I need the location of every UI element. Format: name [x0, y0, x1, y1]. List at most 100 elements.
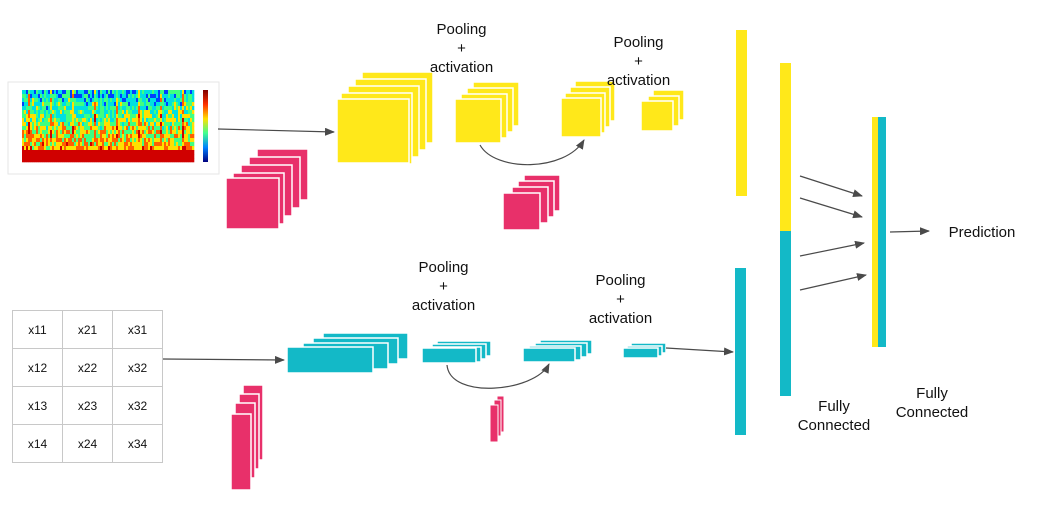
spectrogram-cell: [48, 154, 51, 159]
spectrogram-cell: [80, 102, 83, 107]
spectrogram-cell: [152, 102, 155, 107]
spectrogram-cell: [158, 98, 161, 103]
spectrogram-cell: [158, 150, 161, 155]
spectrogram-cell: [32, 158, 35, 163]
spectrogram-cell: [96, 146, 99, 151]
spectrogram-cell: [156, 158, 159, 163]
spectrogram-cell: [24, 130, 27, 135]
spectrogram-cell: [88, 98, 91, 103]
spectrogram-cell: [90, 138, 93, 143]
spectrogram-cell: [84, 150, 87, 155]
spectrogram-cell: [174, 130, 177, 135]
spectrogram-cell: [190, 126, 193, 131]
spectrogram-cell: [50, 134, 53, 139]
spectrogram-cell: [40, 138, 43, 143]
spectrogram-cell: [80, 110, 83, 115]
spectrogram-cell: [78, 90, 81, 95]
spectrogram-cell: [62, 114, 65, 119]
spectrogram-cell: [132, 126, 135, 131]
spectrogram-cell: [118, 158, 121, 163]
spectrogram-cell: [174, 134, 177, 139]
spectrogram-cell: [142, 158, 145, 163]
spectrogram-cell: [160, 154, 163, 159]
bottom-pool-stack-1: [421, 340, 492, 364]
spectrogram-cell: [104, 158, 107, 163]
spectrogram-cell: [72, 94, 75, 99]
spectrogram-cell: [118, 118, 121, 123]
spectrogram-cell: [78, 142, 81, 147]
spectrogram-cell: [100, 110, 103, 115]
spectrogram-cell: [76, 94, 79, 99]
spectrogram-cell: [128, 138, 131, 143]
spectrogram-cell: [60, 142, 63, 147]
spectrogram-cell: [76, 110, 79, 115]
spectrogram-cell: [96, 158, 99, 163]
spectrogram-cell: [156, 90, 159, 95]
spectrogram-cell: [162, 130, 165, 135]
spectrogram-cell: [132, 122, 135, 127]
spectrogram-cell: [80, 90, 83, 95]
matrix-cell: x13: [12, 386, 63, 425]
spectrogram-cell: [178, 90, 181, 95]
spectrogram-cell: [132, 118, 135, 123]
arrow-fc-4: [799, 273, 867, 291]
spectrogram-cell: [134, 142, 137, 147]
spectrogram-cell: [120, 110, 123, 115]
spectrogram-cell: [98, 126, 101, 131]
spectrogram-cell: [180, 130, 183, 135]
spectrogram-cell: [60, 98, 63, 103]
spectrogram-cell: [146, 126, 149, 131]
spectrogram-cell: [174, 110, 177, 115]
spectrogram-cell: [50, 130, 53, 135]
spectrogram-cell: [94, 90, 97, 95]
spectrogram-cell: [118, 130, 121, 135]
spectrogram-cell: [22, 118, 25, 123]
spectrogram-cell: [92, 142, 95, 147]
spectrogram-cell: [190, 134, 193, 139]
spectrogram-cell: [158, 114, 161, 119]
spectrogram-cell: [104, 138, 107, 143]
spectrogram-cell: [84, 146, 87, 151]
spectrogram-cell: [114, 138, 117, 143]
spectrogram-cell: [90, 134, 93, 139]
spectrogram-cell: [42, 150, 45, 155]
spectrogram-cell: [174, 90, 177, 95]
spectrogram-cell: [140, 150, 143, 155]
matrix-cell: x11: [12, 310, 63, 349]
spectrogram-cell: [144, 98, 147, 103]
spectrogram-cell: [112, 146, 115, 151]
spectrogram-cell: [108, 106, 111, 111]
spectrogram-cell: [102, 98, 105, 103]
spectrogram-cell: [112, 110, 115, 115]
spectrogram-cell: [26, 114, 29, 119]
spectrogram-cell: [54, 122, 57, 127]
spectrogram-cell: [70, 150, 73, 155]
spectrogram-cell: [82, 102, 85, 107]
spectrogram-cell: [68, 138, 71, 143]
spectrogram-cell: [36, 138, 39, 143]
spectrogram-cell: [48, 142, 51, 147]
spectrogram-cell: [66, 126, 69, 131]
spectrogram-cell: [130, 130, 133, 135]
spectrogram-cell: [42, 158, 45, 163]
spectrogram-cell: [34, 138, 37, 143]
spectrogram-cell: [122, 106, 125, 111]
spectrogram-cell: [172, 138, 175, 143]
spectrogram-cell: [84, 94, 87, 99]
spectrogram-cell: [120, 146, 123, 151]
spectrogram-cell: [166, 98, 169, 103]
spectrogram-cell: [174, 106, 177, 111]
spectrogram-cell: [130, 110, 133, 115]
spectrogram-cell: [124, 94, 127, 99]
spectrogram-cell: [56, 94, 59, 99]
spectrogram-cell: [74, 154, 77, 159]
spectrogram-cell: [128, 142, 131, 147]
spectrogram-cell: [192, 142, 195, 147]
spectrogram-cell: [40, 150, 43, 155]
spectrogram-cell: [124, 138, 127, 143]
spectrogram-cell: [120, 94, 123, 99]
spectrogram-cell: [58, 90, 61, 95]
spectrogram-cell: [28, 154, 31, 159]
spectrogram-cell: [116, 118, 119, 123]
spectrogram-cell: [174, 150, 177, 155]
